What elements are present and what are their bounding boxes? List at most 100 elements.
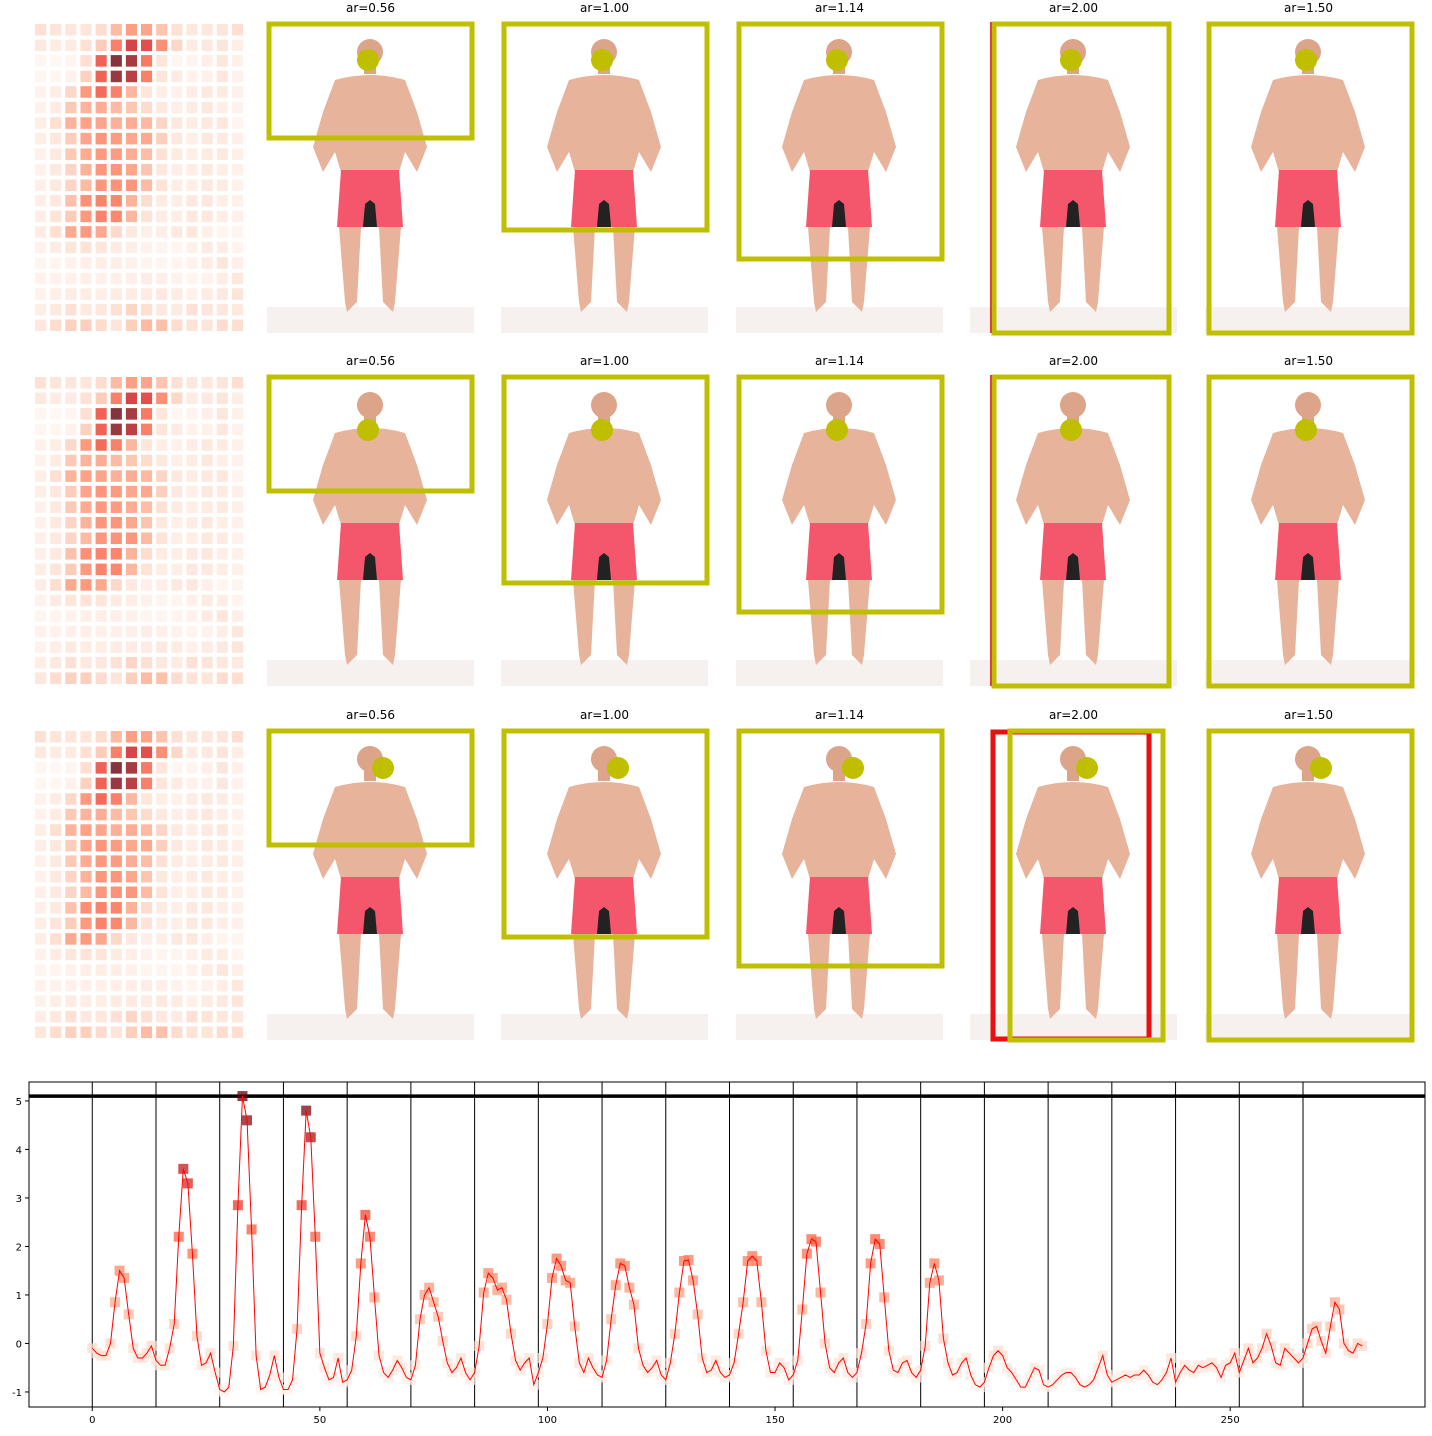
heatmap-cell bbox=[125, 257, 137, 269]
panel-title: ar=1.00 bbox=[580, 708, 629, 722]
heatmap-cell bbox=[141, 117, 153, 129]
heatmap-cell bbox=[110, 625, 122, 638]
heatmap-cell bbox=[156, 392, 168, 405]
heatmap-cell bbox=[201, 179, 213, 192]
heatmap-cell bbox=[80, 303, 92, 316]
heatmap-cell bbox=[35, 839, 47, 852]
heatmap-cell bbox=[125, 226, 137, 238]
heatmap-cell bbox=[216, 470, 228, 482]
heatmap-cell bbox=[110, 902, 122, 914]
heatmap-cell bbox=[95, 808, 107, 821]
heatmap-cell bbox=[156, 746, 168, 759]
heatmap-cell bbox=[35, 610, 47, 622]
panel-title: ar=0.56 bbox=[346, 1, 395, 15]
heatmap-cell bbox=[95, 964, 107, 976]
heatmap-cell bbox=[35, 454, 47, 467]
heatmap-cell bbox=[171, 839, 183, 852]
heatmap-cell bbox=[65, 241, 77, 254]
heatmap-cell bbox=[110, 793, 122, 805]
heatmap-cell bbox=[216, 257, 228, 269]
heatmap-cell bbox=[156, 132, 168, 145]
heatmap-cell bbox=[80, 24, 92, 36]
heatmap-cell bbox=[125, 272, 137, 285]
heatmap-cell bbox=[141, 579, 153, 591]
heatmap-cell bbox=[216, 610, 228, 622]
heatmap-cell bbox=[156, 241, 168, 254]
heatmap-cell bbox=[171, 762, 183, 774]
heatmap-cell bbox=[216, 641, 228, 653]
heatmap-cell bbox=[216, 423, 228, 436]
heatmap-cell bbox=[216, 392, 228, 405]
heatmap-cell bbox=[110, 641, 122, 653]
heatmap-cell bbox=[156, 548, 168, 560]
heatmap-cell bbox=[65, 731, 77, 743]
heatmap-cell bbox=[50, 408, 62, 420]
heatmap-cell bbox=[141, 548, 153, 560]
heatmap-cell bbox=[231, 319, 243, 331]
heatmap-cell bbox=[186, 226, 198, 238]
heatmap-cell bbox=[80, 377, 92, 389]
heatmap-cell bbox=[80, 917, 92, 930]
heatmap-cell bbox=[80, 148, 92, 160]
heatmap-cell bbox=[35, 995, 47, 1007]
heatmap-cell bbox=[50, 241, 62, 254]
heatmap-cell bbox=[65, 656, 77, 669]
heatmap-cell bbox=[171, 532, 183, 545]
heatmap-cell bbox=[110, 241, 122, 254]
heatmap-cell bbox=[80, 824, 92, 836]
heatmap-cell bbox=[141, 257, 153, 269]
heatmap-cell bbox=[125, 439, 137, 451]
heatmap-cell bbox=[231, 1010, 243, 1023]
heatmap-cell bbox=[186, 485, 198, 498]
heatmap-cell bbox=[65, 964, 77, 976]
heatmap-cell bbox=[95, 377, 107, 389]
heatmap-cell bbox=[171, 746, 183, 759]
heatmap-cell bbox=[141, 226, 153, 238]
heatmap-cell bbox=[65, 672, 77, 684]
heatmap-cell bbox=[65, 439, 77, 451]
heatmap-cell bbox=[65, 70, 77, 83]
heatmap-cell bbox=[156, 610, 168, 622]
heatmap-cell bbox=[110, 55, 122, 67]
heatmap-cell bbox=[125, 148, 137, 160]
heatmap-cell bbox=[65, 979, 77, 992]
heatmap-cell bbox=[95, 839, 107, 852]
heatmap-cell bbox=[65, 995, 77, 1007]
heatmap-cell bbox=[141, 272, 153, 285]
heatmap-cell bbox=[110, 964, 122, 976]
heatmap-cell bbox=[141, 656, 153, 669]
heatmap-cell bbox=[95, 672, 107, 684]
heatmap-cell bbox=[171, 933, 183, 945]
heatmap-cell bbox=[95, 70, 107, 83]
heatmap-cell bbox=[80, 579, 92, 591]
heatmap-cell bbox=[95, 777, 107, 790]
heatmap-cell bbox=[141, 179, 153, 192]
heatmap-cell bbox=[216, 625, 228, 638]
heatmap-cell bbox=[80, 210, 92, 223]
heatmap-cell bbox=[231, 195, 243, 207]
heatmap-cell bbox=[110, 672, 122, 684]
heatmap-cell bbox=[125, 501, 137, 513]
heatmap-cell bbox=[141, 303, 153, 316]
heatmap-cell bbox=[35, 886, 47, 899]
heatmap-cell bbox=[50, 70, 62, 83]
heatmap-cell bbox=[171, 39, 183, 52]
heatmap-cell bbox=[201, 855, 213, 867]
heatmap-cell bbox=[50, 1026, 62, 1038]
heatmap-cell bbox=[35, 226, 47, 238]
heatmap-cell bbox=[65, 303, 77, 316]
heatmap-cell bbox=[50, 319, 62, 331]
heatmap-cell bbox=[35, 179, 47, 192]
heatmap-cell bbox=[141, 454, 153, 467]
heatmap-cell bbox=[171, 656, 183, 669]
heatmap-cell bbox=[50, 485, 62, 498]
heatmap-cell bbox=[141, 101, 153, 114]
keypoint bbox=[1310, 757, 1332, 779]
heatmap-cell bbox=[156, 672, 168, 684]
heatmap-cell bbox=[216, 933, 228, 945]
heatmap-cell bbox=[231, 501, 243, 513]
heatmap-cell bbox=[186, 979, 198, 992]
heatmap-cell bbox=[95, 179, 107, 192]
heatmap-cell bbox=[95, 24, 107, 36]
heatmap-cell bbox=[216, 179, 228, 192]
